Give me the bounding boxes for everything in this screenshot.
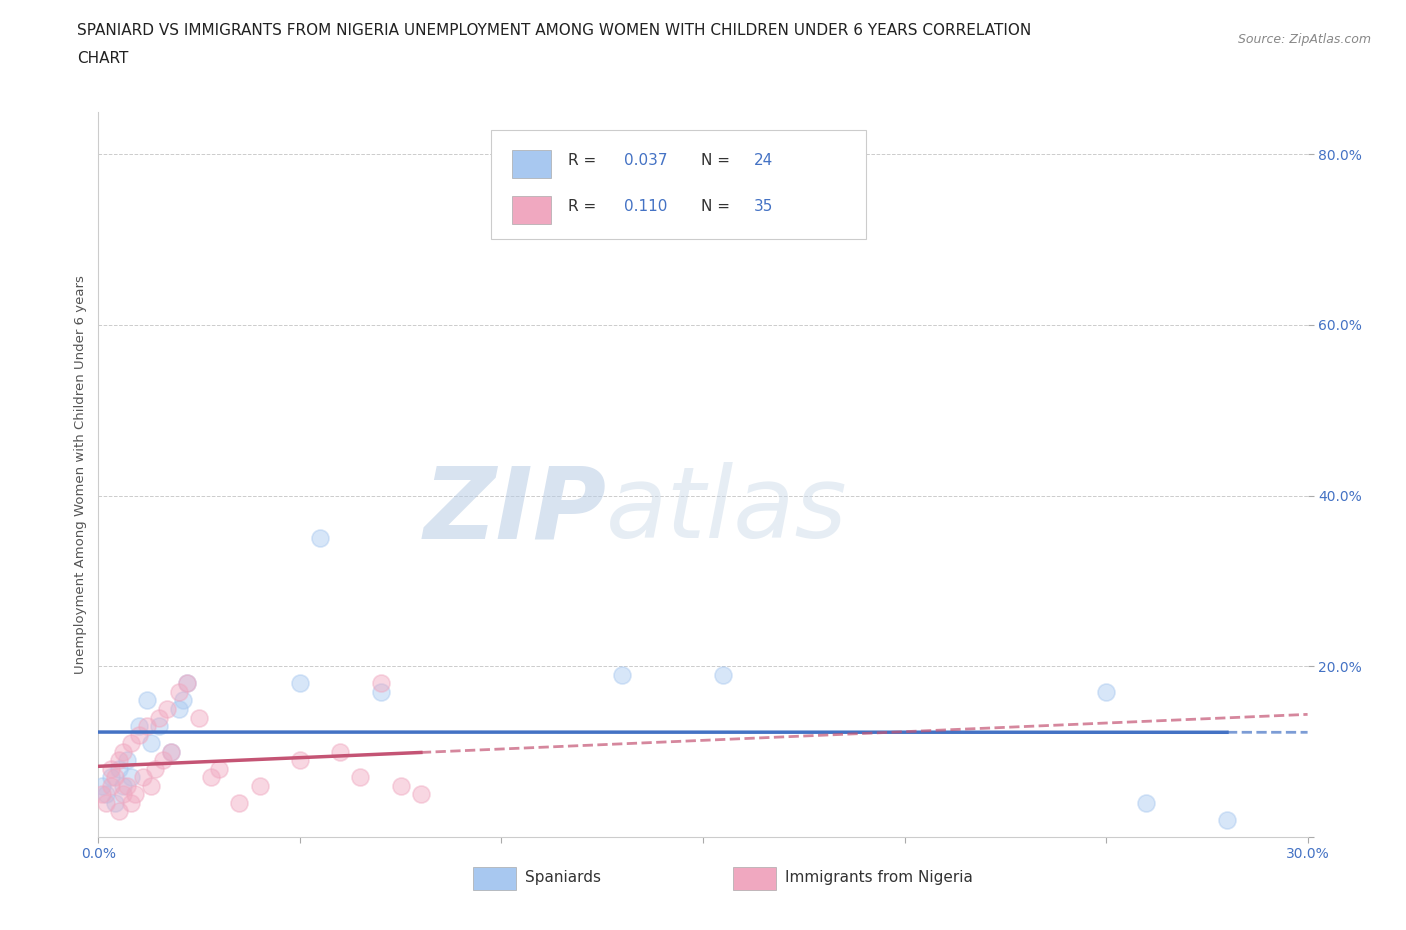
- Point: [111, 778, 134, 793]
- Point: [132, 770, 155, 785]
- Text: 24: 24: [754, 153, 773, 168]
- Point: [91, 787, 114, 802]
- Point: [288, 752, 311, 767]
- Point: [176, 676, 198, 691]
- Point: [115, 752, 138, 767]
- Text: N =: N =: [700, 153, 734, 168]
- Point: [288, 676, 311, 691]
- Point: [148, 719, 170, 734]
- Point: [103, 770, 125, 785]
- Point: [160, 744, 183, 759]
- Text: 35: 35: [754, 199, 773, 215]
- Text: atlas: atlas: [606, 462, 848, 559]
- Point: [329, 744, 352, 759]
- Text: ZIP: ZIP: [423, 462, 606, 559]
- Point: [91, 778, 114, 793]
- Point: [107, 804, 129, 818]
- Point: [160, 744, 183, 759]
- Point: [188, 711, 211, 725]
- Point: [139, 736, 162, 751]
- Point: [309, 531, 332, 546]
- Point: [115, 778, 138, 793]
- Point: [107, 752, 129, 767]
- Point: [96, 795, 118, 810]
- Point: [111, 787, 134, 802]
- Point: [1216, 813, 1239, 828]
- Point: [100, 770, 122, 785]
- Point: [409, 787, 432, 802]
- Text: 0.110: 0.110: [624, 199, 668, 215]
- Point: [370, 684, 392, 699]
- Point: [1095, 684, 1118, 699]
- Text: Spaniards: Spaniards: [526, 870, 602, 885]
- Point: [200, 770, 222, 785]
- FancyBboxPatch shape: [512, 150, 551, 178]
- Point: [135, 719, 157, 734]
- Point: [249, 778, 271, 793]
- Point: [103, 795, 125, 810]
- Point: [120, 770, 142, 785]
- Text: 0.037: 0.037: [624, 153, 668, 168]
- Point: [176, 676, 198, 691]
- Point: [167, 701, 190, 716]
- Point: [156, 701, 179, 716]
- Point: [167, 684, 190, 699]
- Point: [208, 762, 231, 777]
- Point: [143, 762, 166, 777]
- Point: [152, 752, 174, 767]
- Text: R =: R =: [568, 153, 600, 168]
- Point: [120, 795, 142, 810]
- Point: [172, 693, 194, 708]
- Text: Immigrants from Nigeria: Immigrants from Nigeria: [785, 870, 973, 885]
- Point: [1135, 795, 1157, 810]
- Point: [128, 727, 150, 742]
- Point: [139, 778, 162, 793]
- Point: [124, 787, 146, 802]
- Text: CHART: CHART: [77, 51, 129, 66]
- Point: [711, 668, 734, 683]
- Point: [100, 762, 122, 777]
- Point: [107, 762, 129, 777]
- Point: [100, 778, 122, 793]
- Point: [111, 744, 134, 759]
- Text: N =: N =: [700, 199, 734, 215]
- Point: [389, 778, 412, 793]
- FancyBboxPatch shape: [512, 196, 551, 224]
- Point: [370, 676, 392, 691]
- FancyBboxPatch shape: [734, 867, 776, 890]
- Point: [612, 668, 634, 683]
- FancyBboxPatch shape: [474, 867, 516, 890]
- FancyBboxPatch shape: [492, 130, 866, 239]
- Point: [349, 770, 371, 785]
- Y-axis label: Unemployment Among Women with Children Under 6 years: Unemployment Among Women with Children U…: [75, 275, 87, 673]
- Point: [148, 711, 170, 725]
- Text: Source: ZipAtlas.com: Source: ZipAtlas.com: [1237, 33, 1371, 46]
- Text: R =: R =: [568, 199, 600, 215]
- Point: [120, 736, 142, 751]
- Point: [128, 719, 150, 734]
- Point: [135, 693, 157, 708]
- Text: SPANIARD VS IMMIGRANTS FROM NIGERIA UNEMPLOYMENT AMONG WOMEN WITH CHILDREN UNDER: SPANIARD VS IMMIGRANTS FROM NIGERIA UNEM…: [77, 23, 1032, 38]
- Point: [96, 787, 118, 802]
- Point: [228, 795, 250, 810]
